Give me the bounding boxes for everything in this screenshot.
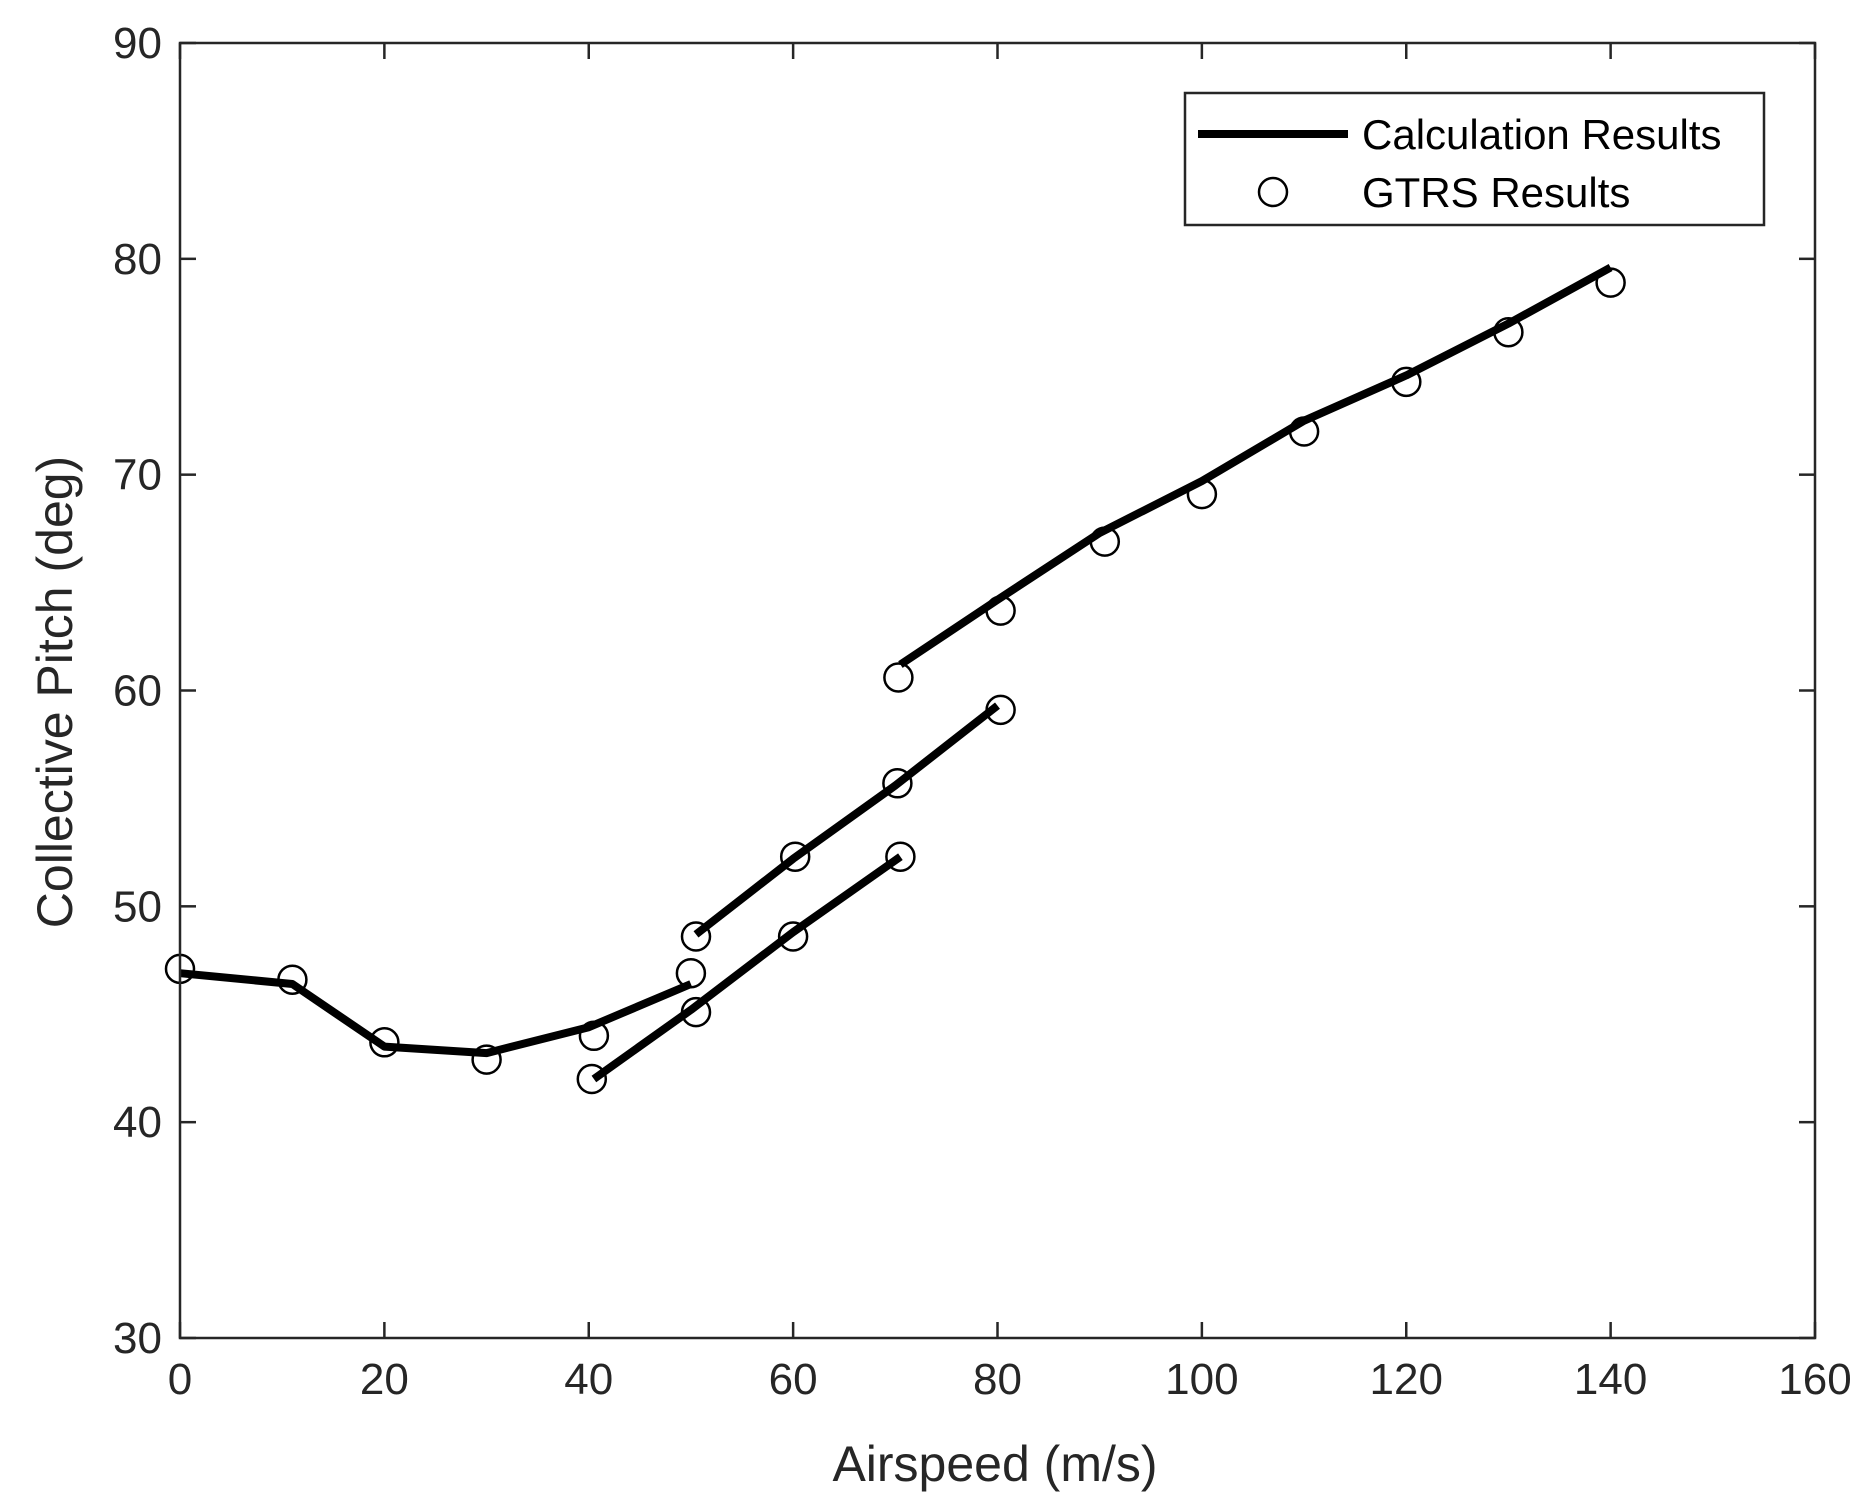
x-tick-label: 120 (1370, 1355, 1443, 1404)
y-tick-label: 50 (113, 882, 162, 931)
data-point-gtrs (1391, 366, 1422, 398)
series-line-calculation (591, 853, 903, 1083)
data-point-gtrs (1493, 316, 1524, 348)
data-point-gtrs (883, 662, 914, 693)
y-tick-label: 80 (113, 235, 162, 284)
data-point-gtrs (680, 921, 712, 952)
data-point-gtrs (882, 768, 913, 799)
x-tick-label: 80 (973, 1355, 1022, 1404)
y-tick-label: 60 (113, 667, 162, 716)
y-tick-label: 70 (113, 451, 162, 500)
x-tick-label: 20 (360, 1355, 409, 1404)
y-tick-label: 90 (113, 19, 162, 68)
x-tick-label: 0 (168, 1355, 192, 1404)
data-point-gtrs (1595, 267, 1626, 298)
x-tick-label: 160 (1778, 1355, 1851, 1404)
data-point-gtrs (885, 841, 916, 872)
axes: 0 20 40 60 80 100 120 140 160 30 40 50 60 70 80 90 (113, 19, 1852, 1404)
data-point-gtrs (277, 964, 308, 995)
data-point-gtrs (578, 1020, 610, 1052)
data-point-gtrs (1089, 526, 1121, 557)
data-point-gtrs (369, 1027, 400, 1058)
data-point-gtrs (985, 694, 1016, 726)
legend-label-calculation: Calculation Results (1362, 111, 1722, 158)
data-point-gtrs (779, 841, 811, 872)
data-point-gtrs (1288, 416, 1320, 447)
x-axis-title: Airspeed (m/s) (832, 1436, 1157, 1492)
x-tick-label: 40 (564, 1355, 613, 1404)
data-point-gtrs (675, 957, 707, 989)
data-point-gtrs (777, 921, 809, 952)
y-axis-title: Collective Pitch (deg) (27, 456, 83, 928)
series-line-calculation (179, 969, 693, 1058)
legend: Calculation Results GTRS Results (1183, 91, 1766, 227)
x-tick-label: 100 (1165, 1355, 1238, 1404)
data-point-gtrs (1186, 478, 1218, 510)
x-tick-label: 140 (1574, 1355, 1647, 1404)
plot-area (164, 263, 1626, 1095)
legend-label-gtrs: GTRS Results (1362, 169, 1630, 216)
series-line-calculation (898, 263, 1613, 668)
data-point-gtrs (576, 1063, 608, 1095)
data-point-gtrs (680, 996, 712, 1028)
legend-circle-sample (1257, 176, 1289, 208)
y-tick-label: 30 (113, 1314, 162, 1363)
data-point-gtrs (985, 595, 1016, 626)
series-line-calculation (693, 702, 1000, 938)
y-tick-label: 40 (113, 1098, 162, 1147)
data-point-gtrs (471, 1044, 502, 1075)
x-tick-label: 60 (769, 1355, 818, 1404)
